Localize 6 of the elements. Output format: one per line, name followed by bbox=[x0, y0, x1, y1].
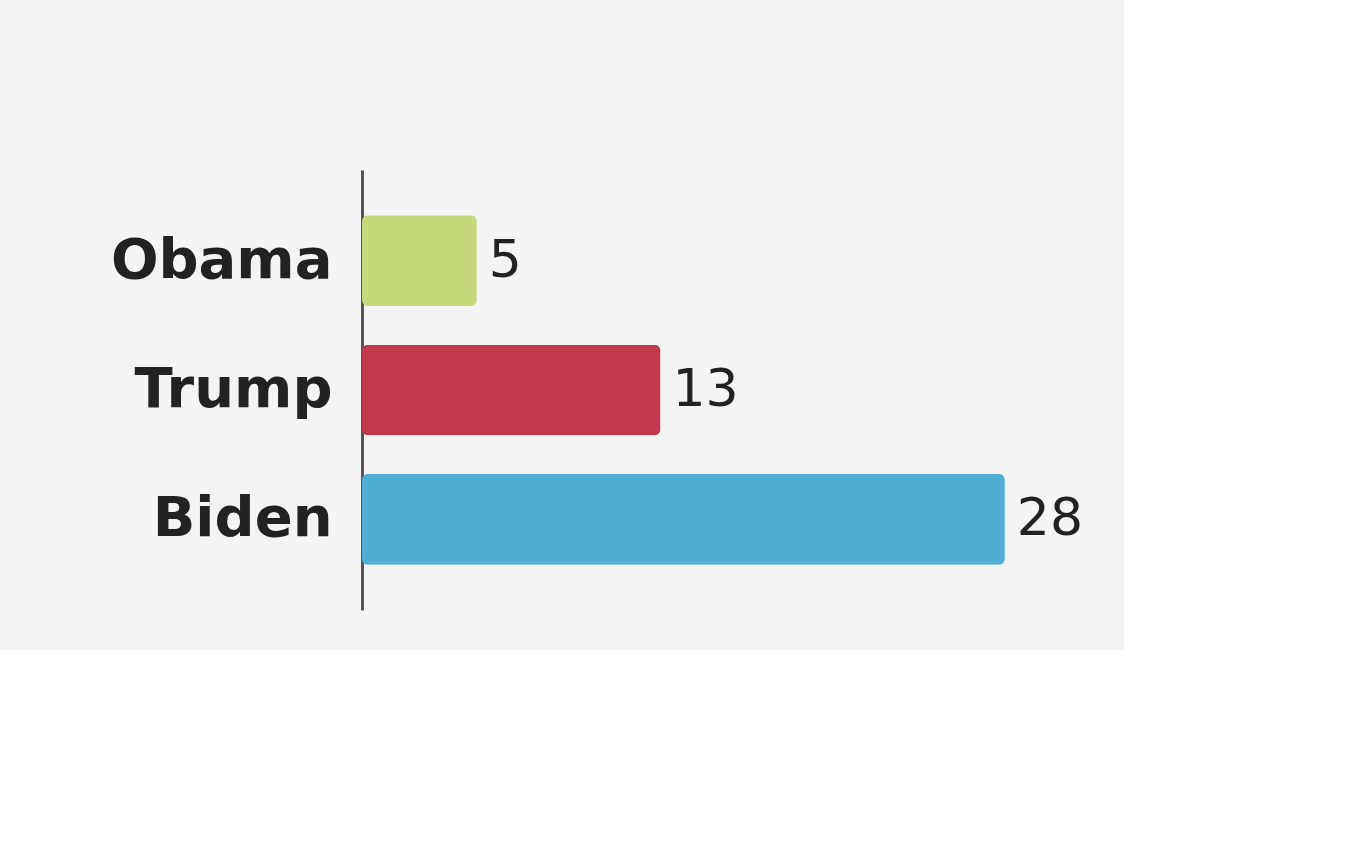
y-tick-label: Obama bbox=[110, 225, 333, 291]
y-tick-label: Trump bbox=[134, 355, 333, 420]
data-label: 28 bbox=[1016, 487, 1084, 548]
y-tick-label: Biden bbox=[152, 484, 333, 550]
data-label: 5 bbox=[488, 228, 522, 289]
data-label: 13 bbox=[672, 358, 739, 418]
